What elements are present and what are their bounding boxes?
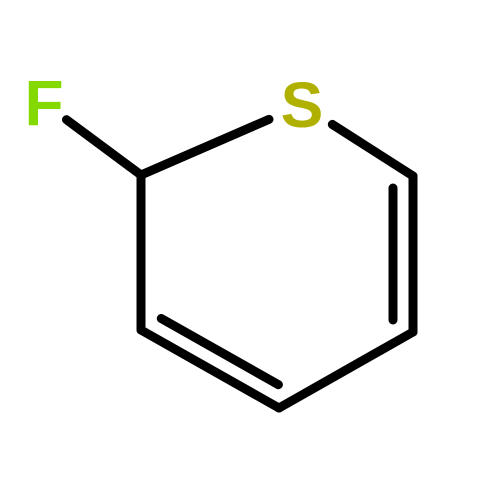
molecule-diagram: SF: [0, 0, 500, 500]
atoms-group: SF: [24, 67, 323, 141]
bond: [66, 120, 141, 175]
bond: [332, 124, 413, 176]
bond: [141, 119, 269, 175]
atom-label-s: S: [281, 69, 324, 141]
bond: [279, 332, 413, 408]
atom-label-f: F: [24, 67, 63, 139]
bonds-group: [66, 119, 413, 408]
